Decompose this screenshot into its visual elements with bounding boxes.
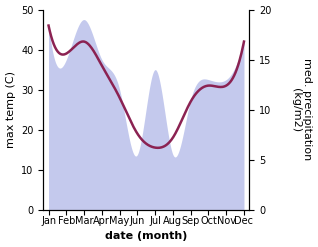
Y-axis label: med. precipitation
(kg/m2): med. precipitation (kg/m2) [291, 59, 313, 161]
X-axis label: date (month): date (month) [105, 231, 187, 242]
Y-axis label: max temp (C): max temp (C) [5, 71, 16, 148]
